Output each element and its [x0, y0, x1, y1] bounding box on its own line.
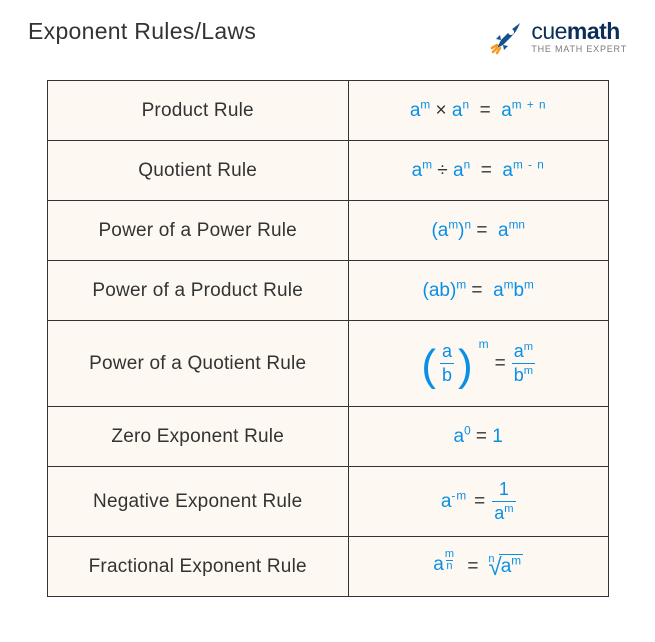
rule-name: Power of a Product Rule	[47, 261, 348, 321]
brand-name: cuemath	[531, 20, 627, 43]
rule-name: Fractional Exponent Rule	[47, 537, 348, 597]
rocket-icon	[487, 18, 525, 56]
rule-formula: a0 = 1	[348, 407, 608, 467]
rule-name: Zero Exponent Rule	[47, 407, 348, 467]
table-row: Negative Exponent Rule a-m = 1am	[47, 467, 608, 537]
rule-name: Power of a Power Rule	[47, 201, 348, 261]
rule-name: Negative Exponent Rule	[47, 467, 348, 537]
table-row: Power of a Power Rule (am)n = amn	[47, 201, 608, 261]
brand-text: cuemath THE MATH EXPERT	[531, 20, 627, 54]
table-row: Product Rule am × an = am + n	[47, 81, 608, 141]
rule-name: Power of a Quotient Rule	[47, 321, 348, 407]
table-row: Power of a Quotient Rule ( ab )m = ambm	[47, 321, 608, 407]
rule-formula: am ÷ an = am - n	[348, 141, 608, 201]
rule-formula: amn = n√am	[348, 537, 608, 597]
rules-table: Product Rule am × an = am + n Quotient R…	[47, 80, 609, 597]
rule-formula: ( ab )m = ambm	[348, 321, 608, 407]
rule-name: Quotient Rule	[47, 141, 348, 201]
rule-name: Product Rule	[47, 81, 348, 141]
rule-formula: (am)n = amn	[348, 201, 608, 261]
rule-formula: (ab)m = ambm	[348, 261, 608, 321]
header: Exponent Rules/Laws cuemath THE MATH EXP…	[22, 18, 633, 56]
rule-formula: a-m = 1am	[348, 467, 608, 537]
brand-prefix: cue	[531, 18, 567, 44]
table-row: Fractional Exponent Rule amn = n√am	[47, 537, 608, 597]
rule-formula: am × an = am + n	[348, 81, 608, 141]
table-row: Zero Exponent Rule a0 = 1	[47, 407, 608, 467]
table-row: Power of a Product Rule (ab)m = ambm	[47, 261, 608, 321]
brand-logo: cuemath THE MATH EXPERT	[487, 18, 627, 56]
table-row: Quotient Rule am ÷ an = am - n	[47, 141, 608, 201]
brand-tagline: THE MATH EXPERT	[531, 45, 627, 54]
brand-suffix: math	[567, 18, 620, 44]
page-title: Exponent Rules/Laws	[28, 18, 256, 45]
